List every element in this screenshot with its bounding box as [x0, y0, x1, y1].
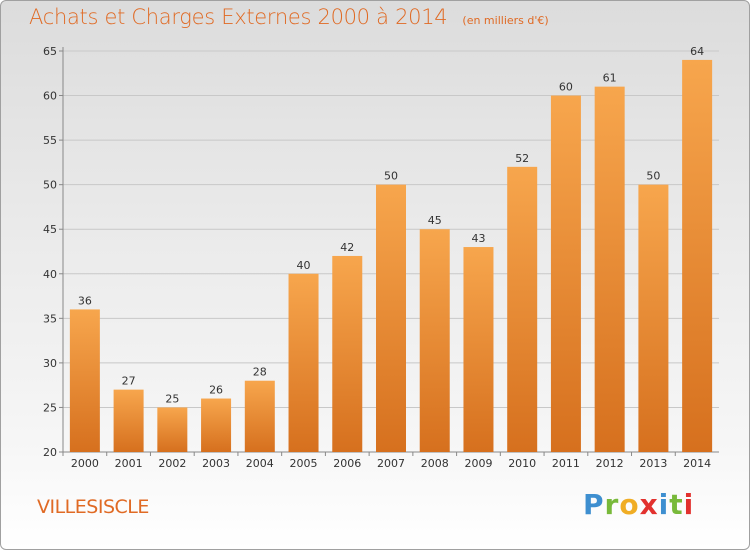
- bar-2003: [201, 398, 232, 452]
- logo-letter-p: P: [583, 488, 605, 521]
- y-tick-label-30: 30: [43, 357, 57, 370]
- chart-title-block: Achats et Charges Externes 2000 à 2014 (…: [29, 5, 549, 29]
- x-tick-label-2004: 2004: [246, 457, 274, 470]
- bar-2004: [244, 380, 275, 452]
- value-label-2001: 27: [122, 375, 136, 388]
- bar-2000: [69, 309, 100, 452]
- logo-letter-t: t: [669, 488, 684, 521]
- bar-2005: [288, 273, 319, 452]
- proxiti-logo[interactable]: Proxiti: [583, 488, 694, 521]
- bar-2011: [550, 95, 581, 453]
- bar-2008: [419, 229, 450, 452]
- bar-2014: [682, 59, 713, 453]
- x-tick-label-2002: 2002: [158, 457, 186, 470]
- y-tick-label-40: 40: [43, 268, 57, 281]
- value-labels: 36 27 25 26 28 40 42 50 45 43 52 60 61 50 64: [78, 45, 704, 406]
- value-label-2008: 45: [428, 214, 442, 227]
- x-tick-label-2001: 2001: [115, 457, 143, 470]
- y-tick-label-65: 65: [43, 45, 57, 58]
- value-label-2000: 36: [78, 294, 92, 307]
- value-label-2011: 60: [559, 81, 573, 94]
- x-tick-label-2010: 2010: [508, 457, 536, 470]
- x-tick-label-2008: 2008: [421, 457, 449, 470]
- logo-letter-i-2: i: [683, 488, 695, 521]
- value-label-2013: 50: [646, 170, 660, 183]
- value-label-2006: 42: [340, 241, 354, 254]
- x-tick-label-2007: 2007: [377, 457, 405, 470]
- x-tick-label-2005: 2005: [290, 457, 318, 470]
- value-label-2004: 28: [253, 366, 267, 379]
- bar-2013: [638, 184, 669, 452]
- logo-letter-i: i: [658, 488, 670, 521]
- y-tick-label-45: 45: [43, 223, 57, 236]
- value-label-2005: 40: [297, 259, 311, 272]
- x-tick-label-2003: 2003: [202, 457, 230, 470]
- place-name: VILLESISCLE: [37, 496, 149, 518]
- value-label-2003: 26: [209, 384, 223, 397]
- y-tick-label-60: 60: [43, 90, 57, 103]
- bar-2009: [463, 247, 494, 452]
- x-tick-label-2012: 2012: [596, 457, 624, 470]
- x-tick-label-2009: 2009: [464, 457, 492, 470]
- bar-2002: [157, 407, 188, 452]
- logo-letter-o: o: [619, 488, 640, 521]
- y-tick-label-55: 55: [43, 134, 57, 147]
- axes: 20 25 30 35 40 45 50 55 60 65 2000 2001 2002 2003 2004…: [43, 45, 719, 470]
- value-label-2010: 52: [515, 152, 529, 165]
- bar-2012: [594, 86, 625, 453]
- bar-2006: [332, 255, 363, 452]
- bar-2010: [507, 166, 538, 452]
- y-tick-label-25: 25: [43, 401, 57, 414]
- bar-2001: [113, 389, 144, 452]
- x-tick-label-2006: 2006: [333, 457, 361, 470]
- bars: [69, 59, 713, 453]
- y-tick-label-20: 20: [43, 446, 57, 459]
- chart-title: Achats et Charges Externes 2000 à 2014: [29, 5, 448, 29]
- value-label-2014: 64: [690, 45, 704, 58]
- logo-letter-r: r: [604, 488, 620, 521]
- chart-unit: (en milliers d'€): [462, 14, 549, 27]
- bar-2007: [376, 184, 406, 452]
- x-tick-label-2014: 2014: [683, 457, 711, 470]
- value-label-2012: 61: [603, 72, 617, 85]
- x-tick-label-2013: 2013: [639, 457, 667, 470]
- x-tick-label-2011: 2011: [552, 457, 580, 470]
- x-tick-label-2000: 2000: [71, 457, 99, 470]
- value-label-2009: 43: [471, 232, 485, 245]
- logo-letter-x: x: [639, 488, 659, 521]
- y-tick-label-50: 50: [43, 179, 57, 192]
- value-label-2007: 50: [384, 170, 398, 183]
- value-label-2002: 25: [165, 392, 179, 405]
- y-tick-label-35: 35: [43, 312, 57, 325]
